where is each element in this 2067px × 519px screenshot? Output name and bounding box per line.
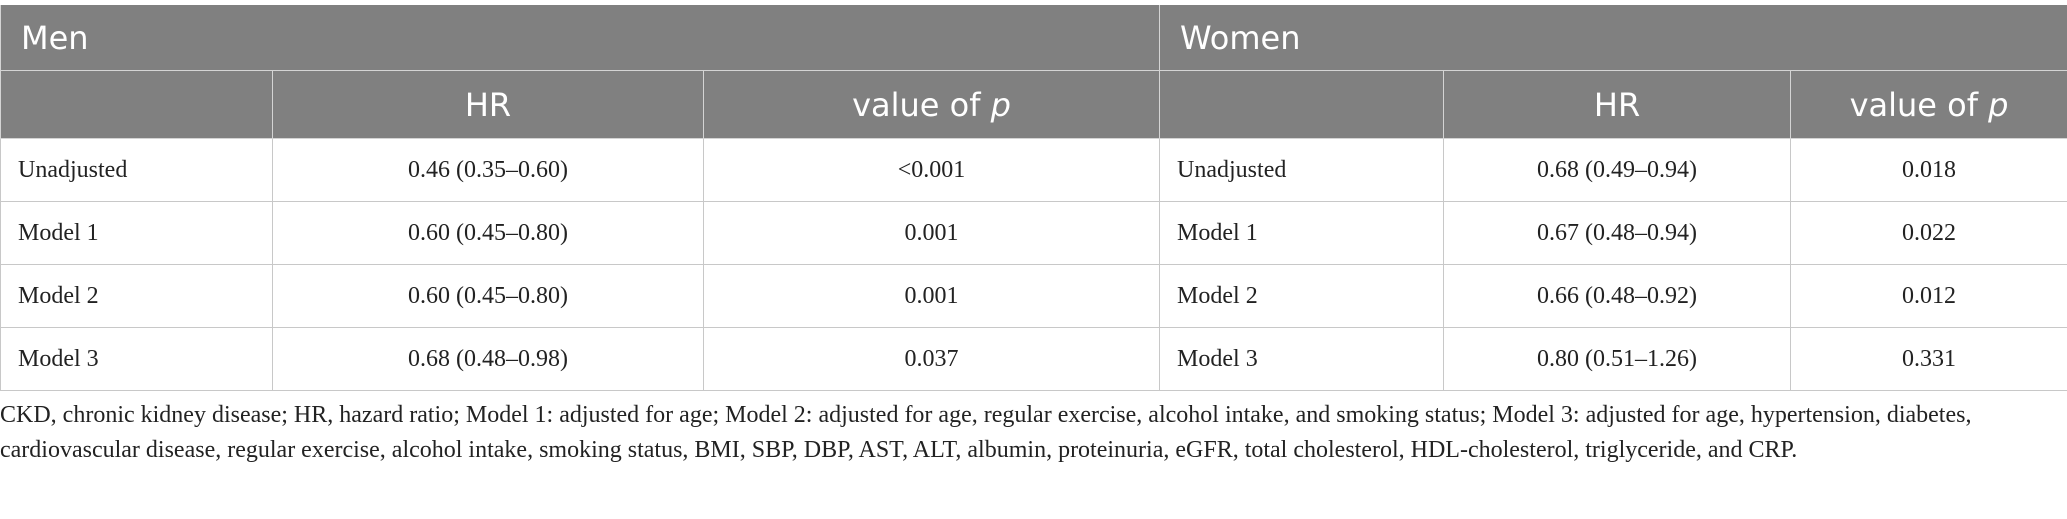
p-value-header-text: value of xyxy=(852,85,991,124)
men-hr-cell: 0.68 (0.48–0.98) xyxy=(272,327,704,391)
women-p-cell: 0.331 xyxy=(1790,327,2067,391)
column-header-blank-women xyxy=(1159,70,1445,139)
women-row-label: Unadjusted xyxy=(1159,138,1445,202)
women-row-label: Model 3 xyxy=(1159,327,1445,391)
women-row-label: Model 2 xyxy=(1159,264,1445,328)
table-row: Model 3 0.68 (0.48–0.98) 0.037 Model 3 0… xyxy=(0,327,2067,391)
women-row-label: Model 1 xyxy=(1159,201,1445,265)
women-hr-cell: 0.66 (0.48–0.92) xyxy=(1443,264,1792,328)
men-row-label: Model 3 xyxy=(0,327,273,391)
column-header-women-hr: HR xyxy=(1443,70,1792,139)
men-row-label: Unadjusted xyxy=(0,138,273,202)
table-footnote: CKD, chronic kidney disease; HR, hazard … xyxy=(0,402,1972,463)
women-hr-cell: 0.68 (0.49–0.94) xyxy=(1443,138,1792,202)
table-row: Model 1 0.60 (0.45–0.80) 0.001 Model 1 0… xyxy=(0,201,2067,265)
column-header-men-hr: HR xyxy=(272,70,704,139)
men-hr-cell: 0.60 (0.45–0.80) xyxy=(272,264,704,328)
women-hr-cell: 0.67 (0.48–0.94) xyxy=(1443,201,1792,265)
group-header-women: Women xyxy=(1159,5,2067,71)
hazard-ratio-table-container: Men Women HR value of p HR value of p Un… xyxy=(0,5,2067,391)
group-header-men: Men xyxy=(0,5,1161,71)
table-row: Unadjusted 0.46 (0.35–0.60) <0.001 Unadj… xyxy=(0,138,2067,202)
women-p-cell: 0.022 xyxy=(1790,201,2067,265)
men-row-label: Model 1 xyxy=(0,201,273,265)
column-header-women-p: value of p xyxy=(1790,70,2067,139)
p-symbol: p xyxy=(1988,85,2009,124)
men-p-cell: 0.037 xyxy=(702,327,1161,391)
column-header-row: HR value of p HR value of p xyxy=(0,70,2067,139)
column-header-blank-men xyxy=(0,70,273,139)
p-value-header-text: value of xyxy=(1849,85,1989,124)
women-hr-cell: 0.80 (0.51–1.26) xyxy=(1443,327,1792,391)
men-hr-cell: 0.46 (0.35–0.60) xyxy=(272,138,704,202)
men-p-cell: <0.001 xyxy=(702,138,1161,202)
men-hr-cell: 0.60 (0.45–0.80) xyxy=(272,201,704,265)
column-header-men-p: value of p xyxy=(702,70,1161,139)
men-p-cell: 0.001 xyxy=(702,201,1161,265)
table-row: Model 2 0.60 (0.45–0.80) 0.001 Model 2 0… xyxy=(0,264,2067,328)
men-row-label: Model 2 xyxy=(0,264,273,328)
group-header-row: Men Women xyxy=(0,5,2067,71)
men-p-cell: 0.001 xyxy=(702,264,1161,328)
women-p-cell: 0.018 xyxy=(1790,138,2067,202)
women-p-cell: 0.012 xyxy=(1790,264,2067,328)
p-symbol: p xyxy=(990,85,1011,124)
hazard-ratio-table: Men Women HR value of p HR value of p Un… xyxy=(0,5,2067,391)
